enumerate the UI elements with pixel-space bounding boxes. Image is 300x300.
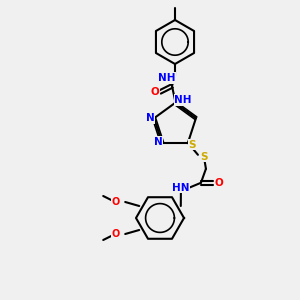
- Text: NH: NH: [174, 95, 192, 105]
- Text: S: S: [200, 152, 208, 162]
- Text: HN: HN: [172, 183, 190, 193]
- Text: O: O: [111, 197, 119, 207]
- Text: S: S: [188, 140, 196, 150]
- Text: O: O: [214, 178, 223, 188]
- Text: N: N: [154, 137, 162, 147]
- Text: O: O: [151, 87, 159, 97]
- Text: N: N: [146, 113, 154, 123]
- Text: O: O: [111, 229, 119, 239]
- Text: NH: NH: [158, 73, 176, 83]
